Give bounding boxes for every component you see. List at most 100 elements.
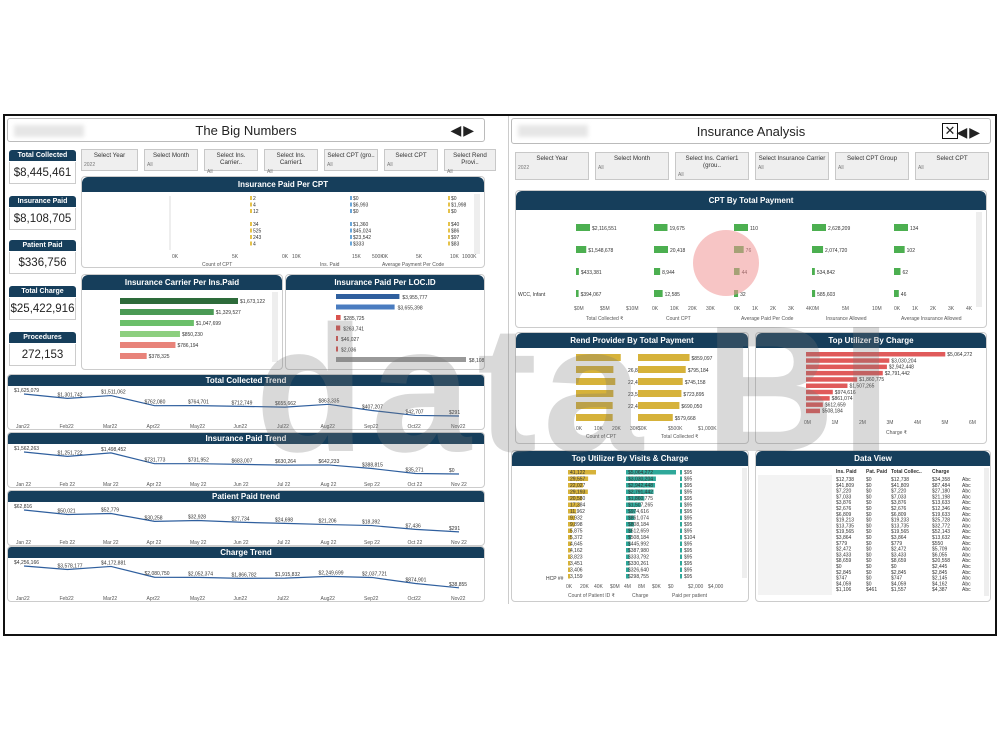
svg-text:23,571: 23,571 — [628, 392, 644, 398]
trend-point-label: $1,866,782 — [232, 572, 257, 578]
svg-text:$4,059: $4,059 — [836, 581, 852, 587]
month-label: Feb22 — [60, 596, 74, 602]
svg-text:$1,860,775: $1,860,775 — [628, 496, 653, 502]
filter-dropdown[interactable]: Select CPT Group All — [835, 152, 909, 180]
filter-label: Select CPT Group — [846, 155, 898, 162]
svg-text:$550: $550 — [932, 541, 943, 547]
svg-text:4M: 4M — [624, 584, 631, 590]
filter-dropdown[interactable]: Select Month All — [595, 152, 669, 180]
charge-bar — [806, 370, 883, 376]
trend-point-label: $1,498,452 — [101, 447, 126, 453]
charge-bar — [626, 522, 634, 527]
svg-text:22,027: 22,027 — [570, 483, 586, 489]
svg-text:$2,845: $2,845 — [932, 570, 948, 576]
svg-text:20,580: 20,580 — [570, 496, 586, 502]
month-label: May 22 — [190, 482, 207, 488]
trend-point-label: $0 — [449, 468, 455, 474]
svg-text:$0: $0 — [866, 581, 872, 587]
count-bar — [568, 548, 571, 553]
filter-dropdown[interactable]: Select CPT All — [915, 152, 989, 180]
svg-text:$1,557: $1,557 — [891, 587, 907, 593]
month-label: Jun22 — [234, 596, 248, 602]
trend-point-label: $18,392 — [362, 520, 380, 526]
charge-bar — [806, 377, 858, 382]
month-label: Sep 22 — [364, 482, 380, 488]
filter-dropdown[interactable]: Select Ins. Carrier1 (grou.. All — [675, 152, 749, 180]
filter-dropdown[interactable]: Select Month All — [144, 149, 198, 171]
svg-text:0K: 0K — [282, 254, 289, 260]
svg-text:Ins. Paid: Ins. Paid — [836, 469, 857, 475]
charge-bar — [626, 476, 656, 481]
cpt-bar — [894, 224, 908, 231]
filter-dropdown[interactable]: Select CPT (gro.. All — [324, 149, 378, 171]
svg-text:$19,565: $19,565 — [836, 529, 854, 535]
count-bar — [568, 561, 571, 566]
filter-dropdown[interactable]: Select CPT All — [384, 149, 438, 171]
svg-text:$387,980: $387,980 — [628, 548, 649, 554]
cpt-bar — [812, 290, 816, 297]
count-bar — [568, 502, 580, 507]
trend-point-label: $1,511,062 — [101, 390, 126, 396]
filter-dropdown[interactable]: Select Year 2022 — [515, 152, 589, 180]
svg-text:6M: 6M — [969, 420, 976, 426]
month-label: Jun 22 — [234, 482, 249, 488]
svg-text:$779: $779 — [836, 541, 847, 547]
svg-text:34: 34 — [253, 222, 259, 228]
filter-dropdown[interactable]: Select Ins. Carrier1 All — [264, 149, 318, 175]
svg-text:Total Collected ₹: Total Collected ₹ — [661, 434, 698, 440]
svg-text:62: 62 — [902, 270, 908, 276]
charge-bar — [626, 483, 656, 488]
filter-dropdown[interactable]: Select Rend Provi.. All — [444, 149, 496, 175]
svg-text:9,898: 9,898 — [570, 522, 583, 528]
svg-text:$5,064,272: $5,064,272 — [947, 352, 972, 358]
filter-dropdown[interactable]: Select Year 2022 — [81, 149, 138, 171]
svg-text:10M: 10M — [872, 306, 882, 312]
trend-point-label: $683,007 — [232, 458, 253, 464]
trend-point-label: $24,698 — [275, 517, 293, 523]
svg-text:$0M: $0M — [610, 584, 620, 590]
month-label: Jan22 — [16, 424, 30, 430]
svg-text:$8,659: $8,659 — [836, 558, 852, 564]
filter-value: All — [918, 165, 924, 171]
close-icon[interactable]: ✕ — [942, 123, 958, 139]
loc-bar — [336, 315, 341, 320]
svg-text:$2,791,442: $2,791,442 — [628, 490, 653, 496]
trend-chart: $4,256,166 $3,578,177 $4,172,881 $2,080,750… — [14, 560, 467, 602]
count-bar — [576, 354, 621, 361]
svg-text:$0: $0 — [866, 523, 872, 529]
cpt-bar — [812, 224, 826, 231]
month-label: Jun 22 — [234, 540, 249, 546]
trend-point-label: $4,172,881 — [101, 560, 126, 566]
count-bar — [568, 535, 572, 540]
svg-text:0K: 0K — [894, 306, 901, 312]
filter-dropdown[interactable]: Select Ins. Carrier.. All — [204, 149, 258, 175]
count-bar — [576, 366, 614, 373]
highlight-circle — [693, 230, 759, 296]
rend-provider-card: Rend Provider By Total Payment 26,849 22,… — [515, 332, 749, 444]
big-numbers-panel: The Big Numbers ◀▶ Select Year 2022 Select… — [5, 116, 496, 604]
svg-text:0K: 0K — [172, 254, 179, 260]
svg-text:Abc: Abc — [962, 535, 971, 541]
svg-text:$1,106: $1,106 — [836, 587, 852, 593]
filter-value: All — [678, 172, 684, 178]
svg-text:$86: $86 — [451, 229, 460, 235]
svg-text:2,074,720: 2,074,720 — [825, 248, 847, 254]
nav-arrows-icon[interactable]: ◀▶ — [450, 122, 476, 138]
svg-text:2K: 2K — [770, 306, 777, 312]
card-title: Insurance Paid Trend — [8, 433, 484, 444]
svg-text:$2,676: $2,676 — [836, 506, 852, 512]
bar-label: $2,036 — [341, 348, 357, 354]
carrier-bar — [120, 353, 147, 359]
nav-arrows-icon[interactable]: ◀▶ — [956, 124, 982, 140]
insurance-analysis-panel: Insurance Analysis ✕ ◀▶ Select Year 2022 S… — [508, 116, 995, 604]
svg-text:$27,180: $27,180 — [932, 489, 950, 495]
filter-value: All — [327, 162, 333, 168]
svg-text:$445,992: $445,992 — [628, 542, 649, 548]
svg-text:$330,261: $330,261 — [628, 561, 649, 567]
svg-text:0K: 0K — [652, 306, 659, 312]
svg-text:$3,433: $3,433 — [891, 552, 907, 558]
filter-dropdown[interactable]: Select Insurance Carrier All — [755, 152, 829, 180]
cpt-bar — [812, 246, 824, 253]
svg-text:0K: 0K — [382, 254, 389, 260]
svg-text:$7,220: $7,220 — [891, 489, 907, 495]
